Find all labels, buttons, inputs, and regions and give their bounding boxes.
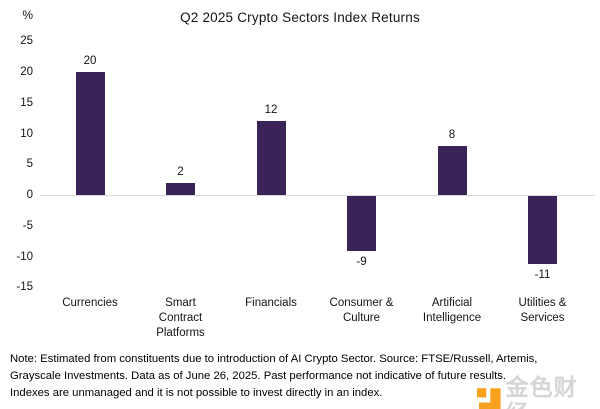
- x-axis-label: Artificial Intelligence: [422, 297, 482, 324]
- note-line: Note: Estimated from constituents due to…: [10, 353, 538, 365]
- bar-value-label: 8: [448, 128, 456, 141]
- y-tick-label: 20: [20, 66, 33, 78]
- watermark-text: 金色财经: [505, 374, 578, 409]
- x-axis-label: Currencies: [62, 297, 118, 309]
- bar-4: [437, 145, 467, 195]
- bar-0: [75, 72, 105, 195]
- zero-gridline: [40, 195, 595, 196]
- y-tick-label: 25: [20, 35, 33, 48]
- y-tick-label: 0: [26, 189, 33, 201]
- golden-finance-logo-icon: [477, 388, 501, 409]
- bar-value-label: -11: [534, 268, 551, 281]
- y-axis-unit-label: %: [22, 8, 33, 22]
- bar-1: [166, 182, 195, 195]
- bar-value-label: 12: [264, 104, 278, 117]
- bar-2: [256, 121, 286, 195]
- x-axis-label: Financials: [245, 297, 297, 309]
- chart-title: Q2 2025 Crypto Sectors Index Returns: [180, 10, 420, 25]
- x-axis-label: Smart Contract Platforms: [156, 297, 205, 339]
- bar-3: [347, 196, 376, 252]
- x-axis-label: Utilities & Services: [518, 297, 567, 324]
- bar-value-label: 20: [83, 55, 97, 67]
- y-tick-label: -5: [22, 219, 33, 232]
- x-axis-label: Consumer & Culture: [329, 297, 394, 324]
- bar-value-label: 2: [177, 165, 184, 178]
- y-tick-label: 15: [20, 96, 33, 109]
- watermark: 金色财经: [477, 374, 600, 409]
- note-line: Indexes are unmanaged and it is not poss…: [10, 387, 383, 399]
- note-text: Note: Estimated from constituents due to…: [10, 351, 598, 402]
- bar-5: [528, 196, 557, 264]
- y-tick-label: -10: [16, 250, 33, 263]
- y-tick-label: -15: [16, 281, 33, 294]
- y-tick-label: 5: [26, 158, 33, 171]
- bar-value-label: -9: [356, 256, 367, 269]
- y-tick-label: 10: [20, 127, 33, 140]
- note-line: Grayscale Investments. Data as of June 2…: [10, 370, 507, 382]
